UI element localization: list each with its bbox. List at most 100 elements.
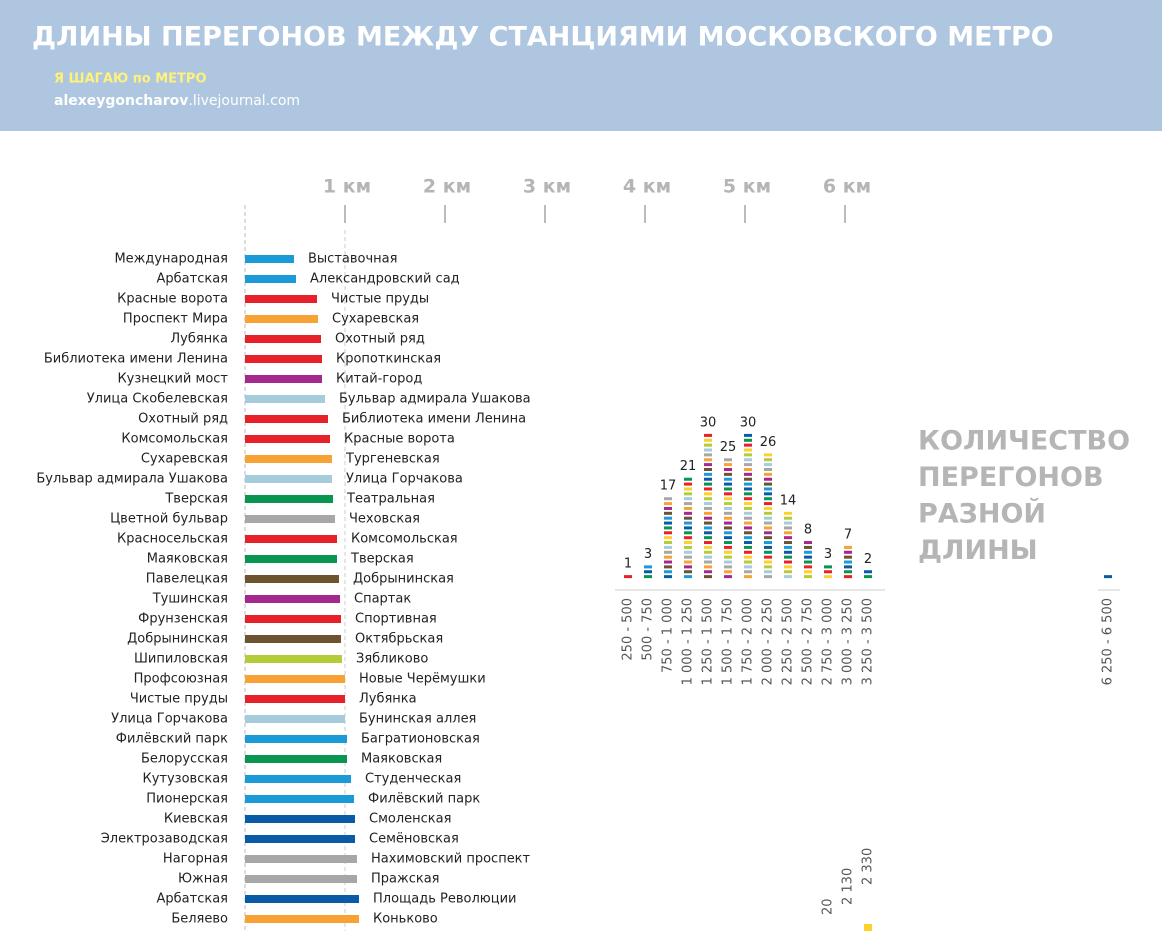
dash — [744, 526, 752, 530]
from-station: Нагорная — [163, 852, 228, 867]
dash — [664, 555, 672, 559]
bar — [245, 255, 294, 263]
dash — [704, 472, 712, 476]
bin-label: 2 750 - 3 000 — [821, 598, 836, 685]
bin-label: 3 250 - 3 500 — [861, 598, 876, 685]
dash — [684, 482, 692, 486]
dash — [724, 521, 732, 525]
count-label: 8 — [804, 523, 812, 538]
count-label: 30 — [700, 415, 717, 430]
dash — [764, 570, 772, 574]
to-station: Китай-город — [336, 372, 422, 387]
stack — [624, 575, 632, 579]
to-station: Смоленская — [369, 812, 451, 827]
bin-label: 2 500 - 2 750 — [801, 598, 816, 685]
dash — [804, 565, 812, 569]
dash — [684, 570, 692, 574]
dash — [704, 467, 712, 471]
dash — [644, 570, 652, 574]
bar — [245, 775, 351, 783]
dash — [764, 506, 772, 510]
dash — [704, 541, 712, 545]
bin-label: 2 250 - 2 500 — [781, 598, 796, 685]
dash — [684, 506, 692, 510]
dash — [844, 565, 852, 569]
from-station: Проспект Мира — [123, 312, 228, 327]
dash — [744, 492, 752, 496]
from-station: Белорусская — [141, 752, 228, 767]
dash — [684, 541, 692, 545]
dash — [704, 458, 712, 462]
dash — [704, 536, 712, 540]
dash — [744, 463, 752, 467]
dash — [724, 545, 732, 549]
dash — [784, 511, 792, 515]
count-label: 25 — [720, 440, 737, 455]
dash — [684, 521, 692, 525]
dash — [844, 550, 852, 554]
site-domain: .livejournal.com — [188, 93, 300, 109]
dash — [764, 502, 772, 506]
dash — [764, 487, 772, 491]
dash — [824, 575, 832, 579]
hist-title: ДЛИНЫ — [918, 535, 1038, 566]
to-station: Нахимовский проспект — [371, 852, 531, 867]
dash — [724, 560, 732, 564]
dash — [764, 516, 772, 520]
dash — [744, 570, 752, 574]
dash — [704, 560, 712, 564]
bin-label: 250 - 500 — [621, 598, 636, 661]
dash — [664, 506, 672, 510]
bar — [245, 355, 322, 363]
bottom-label: 2 130 — [841, 868, 856, 905]
count-label: 3 — [824, 547, 832, 562]
dash — [764, 575, 772, 579]
dash — [664, 502, 672, 506]
bar — [245, 535, 337, 543]
dash — [764, 477, 772, 481]
from-station: Тверская — [164, 492, 228, 507]
dash — [704, 438, 712, 442]
dash — [744, 550, 752, 554]
from-station: Маяковская — [147, 552, 228, 567]
dash — [704, 448, 712, 452]
dash — [664, 541, 672, 545]
to-station: Кропоткинская — [336, 352, 441, 367]
bin-label: 1 500 - 1 750 — [721, 598, 736, 685]
dash — [684, 555, 692, 559]
to-station: Театральная — [346, 492, 435, 507]
dash — [704, 502, 712, 506]
dash — [704, 545, 712, 549]
stack — [804, 541, 812, 579]
count-label: 17 — [660, 479, 677, 494]
dash — [744, 448, 752, 452]
dash — [704, 453, 712, 457]
from-station: Улица Скобелевская — [87, 392, 228, 407]
from-station: Бульвар адмирала Ушакова — [36, 472, 228, 487]
dash — [784, 550, 792, 554]
dash — [684, 536, 692, 540]
from-station: Лубянка — [170, 332, 228, 347]
dash — [744, 506, 752, 510]
dash — [704, 565, 712, 569]
bar — [245, 375, 322, 383]
dash — [744, 477, 752, 481]
stack — [864, 570, 872, 579]
bar — [245, 835, 355, 843]
dash — [804, 560, 812, 564]
dash — [724, 477, 732, 481]
stack — [1104, 575, 1112, 579]
to-station: Тверская — [350, 552, 414, 567]
count-label: 26 — [760, 435, 777, 450]
from-station: Арбатская — [157, 272, 229, 287]
site: alexeygoncharov.livejournal.com — [54, 93, 300, 109]
from-station: Кутузовская — [142, 772, 228, 787]
dash — [684, 550, 692, 554]
dash — [784, 516, 792, 520]
dash — [764, 467, 772, 471]
to-station: Студенческая — [365, 772, 461, 787]
from-station: Электрозаводская — [101, 832, 228, 847]
dash — [784, 526, 792, 530]
from-station: Тушинская — [152, 592, 228, 607]
dash — [664, 545, 672, 549]
